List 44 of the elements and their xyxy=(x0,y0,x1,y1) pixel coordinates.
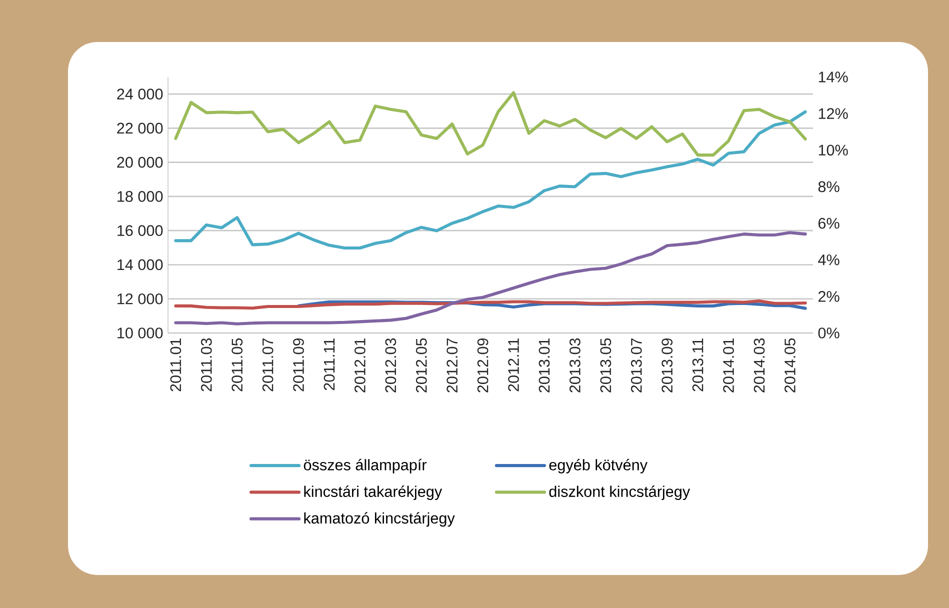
x-tick-label: 2013.09 xyxy=(662,338,673,392)
y-tick-label: 18 000 xyxy=(118,191,163,202)
y-tick-label: 16 000 xyxy=(118,225,163,236)
x-tick-label: 2011.05 xyxy=(232,338,243,392)
x-tick-label: 2011.11 xyxy=(324,338,335,390)
x-tick-label: 2012.09 xyxy=(477,338,488,392)
y2-tick-label: 4% xyxy=(818,254,840,266)
legend-label: diszkont kincstárjegy xyxy=(549,486,690,500)
x-tick-label: 2014.01 xyxy=(723,338,734,392)
x-tick-label: 2013.05 xyxy=(600,338,612,392)
y-tick-label: 12 000 xyxy=(118,293,163,304)
x-tick-label: 2013.03 xyxy=(570,338,580,392)
y2-tick-label: 14% xyxy=(818,72,848,82)
x-tick-label: 2011.09 xyxy=(293,338,304,392)
x-tick-label: 2012.03 xyxy=(385,338,396,392)
legend-label: összes állampapír xyxy=(304,458,427,474)
legend-label: kamatozó kincstárjegy xyxy=(304,512,455,527)
y-tick-label: 10 000 xyxy=(118,328,163,338)
x-tick-label: 2013.01 xyxy=(538,338,550,392)
y2-tick-label: 8% xyxy=(818,181,840,192)
y2-tick-label: 6% xyxy=(818,218,840,229)
y2-tick-label: 10% xyxy=(818,144,848,156)
x-tick-label: 2012.01 xyxy=(354,338,366,392)
x-tick-label: 2012.11 xyxy=(508,338,519,392)
line-series xyxy=(174,110,807,250)
x-tick-label: 2014.03 xyxy=(754,338,765,392)
legend-label: kincstári takarékjegy xyxy=(304,486,442,500)
x-tick-label: 2011.01 xyxy=(170,338,182,392)
x-tick-label: 2011.07 xyxy=(262,338,274,392)
x-tick-label: 2014.05 xyxy=(784,338,796,392)
y2-tick-label: 2% xyxy=(818,291,840,302)
x-tick-label: 2012.05 xyxy=(416,338,427,392)
y-tick-label: 20 000 xyxy=(117,156,163,168)
x-tick-label: 2013.11 xyxy=(692,338,704,392)
y-tick-label: 14 000 xyxy=(118,259,163,270)
line-series xyxy=(174,91,807,157)
y-tick-label: 24 000 xyxy=(117,88,163,100)
x-tick-label: 2011.03 xyxy=(200,338,212,392)
x-tick-label: 2012.07 xyxy=(446,338,458,392)
y2-tick-label: 12% xyxy=(818,108,848,119)
legend-label: egyéb kötvény xyxy=(549,458,648,474)
y2-tick-label: 0% xyxy=(818,328,840,338)
x-tick-label: 2013.07 xyxy=(630,338,642,392)
y-tick-label: 22 000 xyxy=(117,122,163,134)
